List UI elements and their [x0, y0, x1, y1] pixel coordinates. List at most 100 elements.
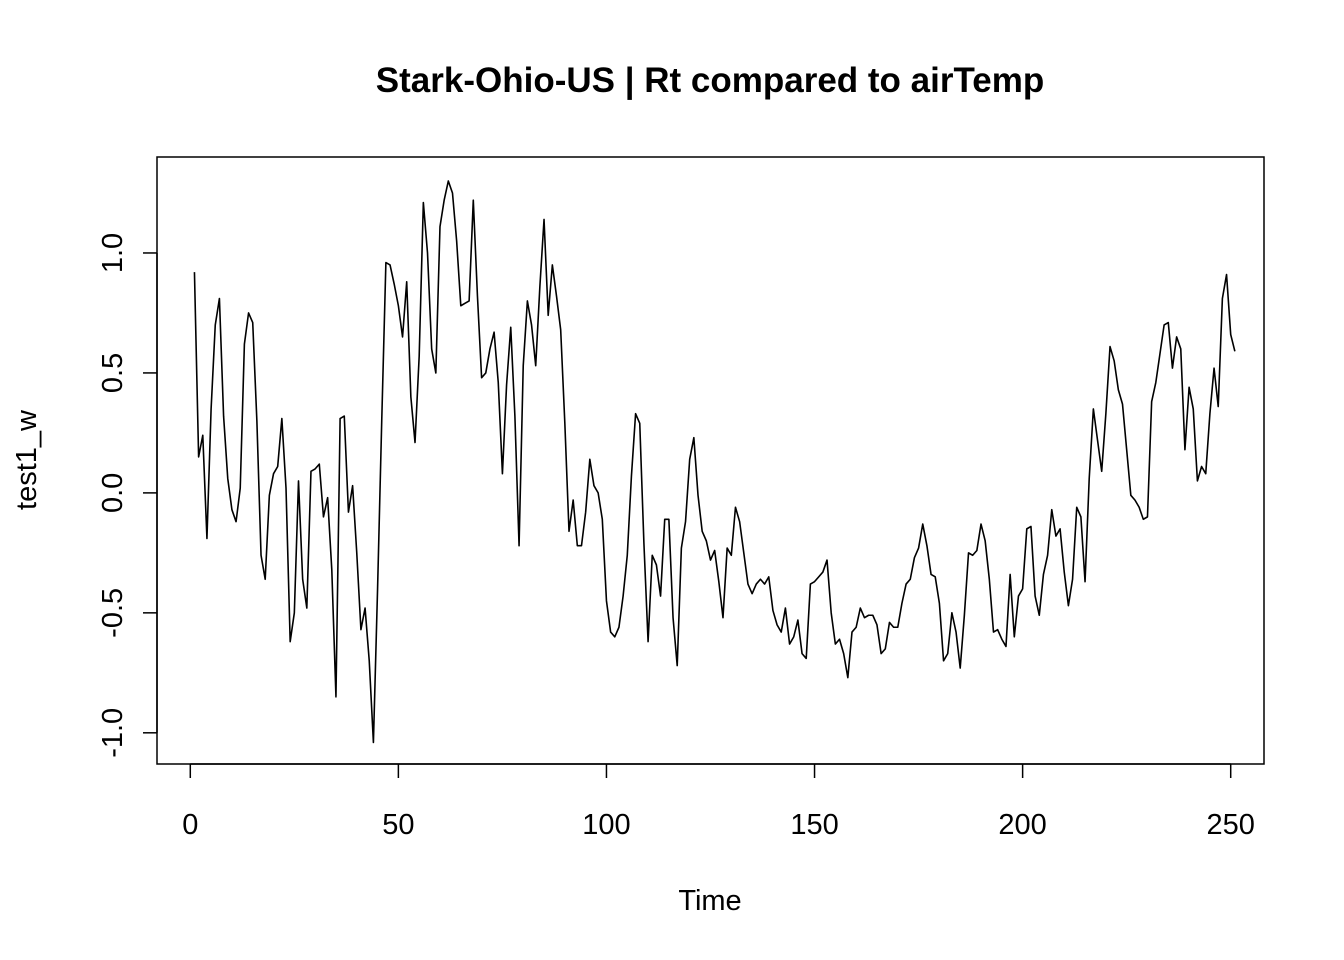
data-point — [323, 516, 324, 517]
data-point — [294, 612, 295, 613]
data-point — [706, 540, 707, 541]
series-points — [194, 180, 1236, 743]
data-point — [668, 519, 669, 520]
data-point — [285, 487, 286, 488]
data-point — [781, 631, 782, 632]
data-point — [1226, 274, 1227, 275]
data-point — [535, 365, 536, 366]
data-point — [427, 252, 428, 253]
data-point — [797, 619, 798, 620]
data-point — [718, 581, 719, 582]
data-point — [1022, 588, 1023, 589]
data-point — [431, 348, 432, 349]
data-point — [310, 471, 311, 472]
data-point — [752, 593, 753, 594]
data-point — [1039, 615, 1040, 616]
data-point — [1080, 516, 1081, 517]
data-point — [760, 579, 761, 580]
data-point — [1205, 473, 1206, 474]
data-point — [897, 627, 898, 628]
data-point — [335, 696, 336, 697]
data-point — [672, 617, 673, 618]
data-point — [248, 312, 249, 313]
data-point — [1159, 353, 1160, 354]
data-point — [1097, 440, 1098, 441]
data-point — [702, 531, 703, 532]
data-point — [1155, 382, 1156, 383]
data-point — [219, 298, 220, 299]
data-point — [1180, 348, 1181, 349]
data-point — [1014, 636, 1015, 637]
data-point — [573, 499, 574, 500]
data-point — [618, 627, 619, 628]
data-point — [498, 382, 499, 383]
data-point — [548, 315, 549, 316]
data-point — [602, 519, 603, 520]
data-point — [206, 538, 207, 539]
data-point — [814, 581, 815, 582]
data-point — [1172, 368, 1173, 369]
data-point — [960, 667, 961, 668]
data-point — [1188, 387, 1189, 388]
data-point — [1064, 571, 1065, 572]
data-point — [1068, 605, 1069, 606]
data-point — [356, 552, 357, 553]
data-point — [1234, 351, 1235, 352]
data-point — [223, 416, 224, 417]
data-point — [1101, 471, 1102, 472]
data-point — [269, 495, 270, 496]
data-point — [402, 336, 403, 337]
data-point — [727, 547, 728, 548]
data-point — [1230, 334, 1231, 335]
data-point — [593, 485, 594, 486]
data-point — [889, 622, 890, 623]
data-point — [677, 665, 678, 666]
data-point — [1089, 478, 1090, 479]
data-point — [714, 550, 715, 551]
data-point — [639, 423, 640, 424]
data-point — [806, 658, 807, 659]
x-tick-label: 250 — [1207, 809, 1255, 841]
data-point — [518, 545, 519, 546]
data-point — [1109, 346, 1110, 347]
data-point — [656, 564, 657, 565]
data-point — [1105, 413, 1106, 414]
data-point — [1118, 389, 1119, 390]
y-tick-label: 0.5 — [97, 353, 129, 393]
x-tick-label: 100 — [582, 809, 630, 841]
data-point — [589, 459, 590, 460]
data-point — [485, 372, 486, 373]
data-point — [256, 420, 257, 421]
data-point — [876, 624, 877, 625]
x-tick-label: 0 — [182, 809, 198, 841]
data-point — [885, 648, 886, 649]
data-point — [826, 559, 827, 560]
y-tick-label: -0.5 — [97, 588, 129, 638]
data-point — [776, 624, 777, 625]
data-point — [489, 348, 490, 349]
chart-title: Stark-Ohio-US | Rt compared to airTemp — [376, 61, 1044, 100]
data-point — [1197, 480, 1198, 481]
data-point — [273, 473, 274, 474]
data-point — [631, 475, 632, 476]
data-point — [922, 523, 923, 524]
data-point — [976, 550, 977, 551]
data-point — [1114, 360, 1115, 361]
data-point — [664, 519, 665, 520]
data-point — [531, 324, 532, 325]
data-point — [756, 583, 757, 584]
data-point — [340, 418, 341, 419]
data-point — [585, 511, 586, 512]
data-point — [456, 240, 457, 241]
data-point — [523, 365, 524, 366]
data-point — [1143, 519, 1144, 520]
data-point — [1043, 574, 1044, 575]
data-point — [793, 636, 794, 637]
data-point — [377, 588, 378, 589]
data-point — [1201, 466, 1202, 467]
data-point — [647, 641, 648, 642]
data-point — [606, 600, 607, 601]
data-point — [1164, 324, 1165, 325]
data-point — [1184, 449, 1185, 450]
data-point — [252, 322, 253, 323]
